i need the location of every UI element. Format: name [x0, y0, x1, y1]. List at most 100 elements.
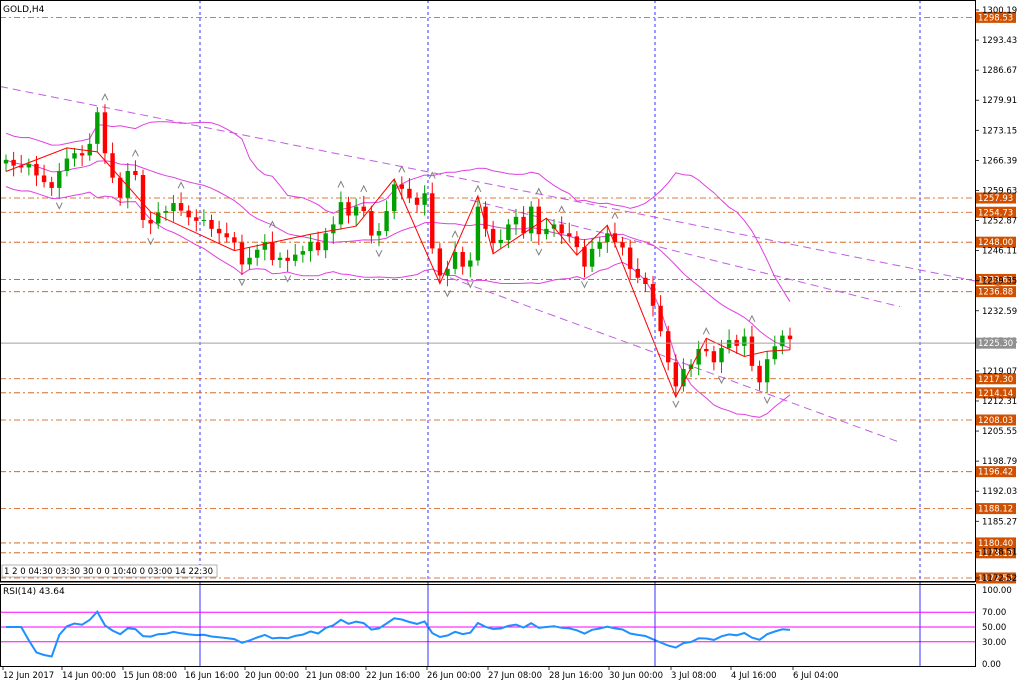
- fractal-down-88: [672, 400, 680, 409]
- candle-body-72: [551, 224, 557, 229]
- candle-body-8: [64, 158, 70, 172]
- price-tick-label-5: 1266.39: [982, 156, 1017, 166]
- chart-title: GOLD,H4: [3, 5, 45, 15]
- price-tick-label-17: 1185.27: [982, 517, 1017, 527]
- price-tick-label-0: 1300.19: [982, 6, 1017, 16]
- candle-body-93: [711, 351, 717, 363]
- time-tick-label-1: 14 Jun 00:00: [62, 671, 116, 681]
- fractal-up-35: [268, 220, 276, 228]
- level-tag-text: 1236.88: [978, 288, 1013, 298]
- level-tag-text: 1217.30: [978, 375, 1013, 385]
- level-tag-bg: [976, 537, 1016, 549]
- level-tag-bg: [976, 192, 1016, 204]
- candle-body-12: [95, 112, 100, 144]
- level-tag-text: 1188.12: [978, 505, 1013, 515]
- price-tick-label-7: 1252.87: [982, 217, 1017, 227]
- candle-body-103: [787, 335, 793, 340]
- candle-body-60: [460, 251, 465, 267]
- fractal-up-23: [177, 181, 185, 189]
- time-tick-label-7: 26 Jun 00:00: [427, 671, 481, 681]
- time-toolbar[interactable]: 1 2 0 04:30 03:30 30 0 0 10:40 0 03:00 1…: [1, 564, 218, 578]
- candle-body-61: [468, 260, 473, 267]
- candle-body-39: [300, 251, 306, 255]
- toolbar-box: [1, 564, 218, 578]
- candle-body-64: [490, 228, 496, 244]
- fractal-up-47: [360, 184, 368, 193]
- candle-body-7: [57, 171, 62, 188]
- price-tick-label-18: 1178.51: [982, 547, 1017, 557]
- candle-body-4: [34, 163, 39, 176]
- level-tag-12: 1178.18: [976, 547, 1016, 559]
- candle-body-95: [726, 340, 732, 349]
- candle-body-98: [749, 336, 755, 366]
- candle-body-84: [643, 277, 648, 285]
- level-tag-1: 1257.93: [976, 192, 1016, 204]
- candle-body-0: [3, 159, 9, 164]
- candle-body-50: [384, 211, 389, 232]
- fractal-up-92: [702, 327, 710, 335]
- level-tag-bg: [976, 206, 1016, 218]
- candle-body-15: [117, 177, 123, 198]
- level-tag-bg: [976, 286, 1016, 298]
- time-tick-label-6: 22 Jun 16:00: [366, 671, 420, 681]
- fractal-down-37: [284, 275, 292, 283]
- candle-body-31: [239, 242, 245, 265]
- fractal-down-70: [535, 248, 543, 256]
- level-tag-7: 1214.14: [976, 387, 1016, 399]
- candle-body-68: [521, 216, 526, 234]
- candle-body-62: [475, 206, 481, 261]
- vertical-grid: [199, 0, 921, 666]
- candle-body-102: [780, 335, 785, 347]
- level-tag-3: 1248.00: [976, 236, 1016, 248]
- level-tag-8: 1208.03: [976, 414, 1016, 426]
- level-tag-text: 1178.18: [978, 549, 1013, 559]
- rsi-tick-4: 0.00: [982, 660, 1001, 670]
- candle-body-47: [361, 206, 366, 212]
- bb-middle: [5, 159, 791, 349]
- time-tick-label-10: 30 Jun 00:00: [609, 671, 663, 681]
- candle-body-100: [764, 359, 770, 383]
- price-tick-label-8: 1246.11: [982, 247, 1017, 257]
- toolbar-text: 1 2 0 04:30 03:30 30 0 0 10:40 0 03:00 1…: [4, 567, 213, 577]
- level-tag-bg: [976, 373, 1016, 385]
- level-tag-text: 1214.14: [978, 389, 1013, 399]
- rsi-line: [6, 610, 791, 658]
- level-tag-6: 1217.30: [976, 373, 1016, 385]
- candle-body-33: [254, 249, 260, 258]
- fractal-down-100: [763, 396, 771, 405]
- candle-body-99: [757, 365, 762, 383]
- candle-body-56: [430, 193, 435, 249]
- fractal-down-58: [444, 290, 451, 298]
- level-tag-text: 1254.73: [978, 208, 1013, 218]
- price-tick-label-3: 1279.91: [982, 96, 1017, 106]
- candle-body-25: [194, 217, 199, 221]
- candle-body-20: [156, 212, 161, 224]
- price-tick-label-15: 1198.79: [982, 457, 1017, 467]
- fractal-up-59: [451, 230, 459, 238]
- price-tick-label-9: 1239.35: [982, 277, 1017, 287]
- level-tag-bg: [976, 11, 1016, 23]
- level-tag-10: 1188.12: [976, 503, 1016, 515]
- fractal-up-17: [131, 149, 139, 157]
- fractal-up-73: [558, 205, 566, 213]
- candle-body-30: [232, 237, 237, 243]
- candle-body-58: [445, 268, 450, 276]
- candle-body-38: [293, 254, 298, 261]
- candle-body-40: [308, 242, 313, 252]
- candle-body-77: [589, 248, 595, 267]
- candle-body-14: [110, 153, 115, 178]
- candle-body-18: [140, 175, 146, 220]
- level-tag-text: 1248.00: [978, 238, 1013, 248]
- candle-body-41: [315, 242, 321, 251]
- candle-body-85: [650, 284, 656, 306]
- level-tag-text: 1298.53: [978, 13, 1013, 23]
- time-tick-label-4: 20 Jun 00:00: [245, 671, 299, 681]
- candle-body-57: [437, 248, 443, 276]
- price-pane-frame: [0, 0, 976, 582]
- price-tick-label-19: 1172.52: [982, 574, 1017, 584]
- candle-body-91: [696, 348, 701, 365]
- current-price-tag-bg: [976, 337, 1016, 349]
